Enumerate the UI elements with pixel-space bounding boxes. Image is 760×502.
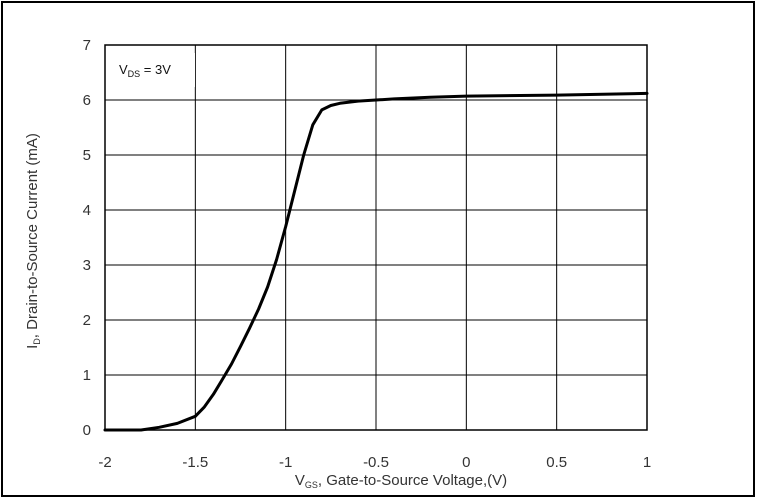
x-tick-label: 0.5 [546, 454, 567, 471]
y-tick-label: 2 [83, 312, 91, 329]
x-tick-label: -2 [98, 454, 111, 471]
y-tick-label: 5 [83, 147, 91, 164]
x-tick-label: 0 [462, 454, 470, 471]
line-chart: 0 1 2 3 4 5 6 7 -2 -1.5 -1 -0.5 0 0.5 1 VDS = 3V VGS,… [24, 37, 651, 490]
x-tick-label: -1.5 [182, 454, 208, 471]
annotation-box [109, 53, 195, 87]
y-tick-labels: 0 1 2 3 4 5 6 7 [83, 37, 91, 439]
y-tick-label: 0 [83, 422, 91, 439]
plot-area-border [104, 44, 648, 431]
x-axis-label: VGS, Gate-to-Source Voltage,(V) [295, 472, 507, 490]
x-tick-label: -1 [279, 454, 292, 471]
x-tick-labels: -2 -1.5 -1 -0.5 0 0.5 1 [98, 454, 651, 471]
y-axis-label: ID, Drain-to-Source Current (mA) [24, 133, 42, 349]
y-tick-label: 7 [83, 37, 91, 54]
y-tick-label: 1 [83, 367, 91, 384]
grid [104, 44, 648, 431]
x-tick-label: -0.5 [363, 454, 389, 471]
x-tick-label: 1 [643, 454, 651, 471]
y-tick-label: 6 [83, 92, 91, 109]
y-tick-label: 3 [83, 257, 91, 274]
series-line [103, 91, 649, 432]
y-tick-label: 4 [83, 202, 91, 219]
annotation-vds: VDS = 3V [119, 62, 171, 79]
